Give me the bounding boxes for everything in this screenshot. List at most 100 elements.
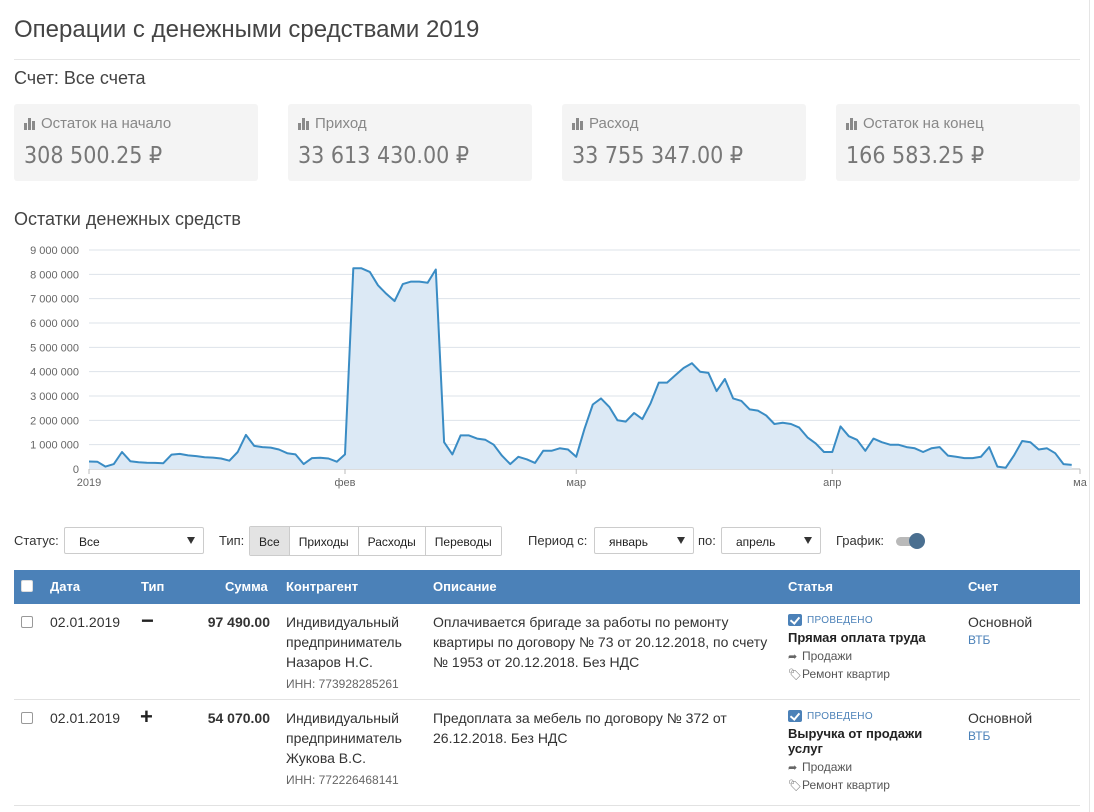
- y-tick-label: 1 000 000: [30, 440, 79, 452]
- card-label: Остаток на начало: [41, 115, 172, 132]
- status-select[interactable]: Все: [64, 527, 204, 554]
- card-label: Расход: [589, 115, 639, 132]
- row-checkbox[interactable]: [21, 712, 33, 724]
- account-label: Счет: Все счета: [14, 68, 146, 88]
- article-name[interactable]: Прямая оплата труда: [788, 630, 926, 645]
- header-contractor[interactable]: Контрагент: [286, 579, 359, 594]
- row-date: 02.01.2019: [50, 614, 121, 630]
- plus-icon: +: [140, 704, 153, 729]
- contractor-inn: ИНН: 772226468141: [286, 773, 399, 787]
- card-label: Приход: [315, 115, 367, 132]
- series-line: [88, 267, 1072, 469]
- period-to-select[interactable]: апрель: [721, 527, 821, 554]
- row-date: 02.01.2019: [50, 710, 121, 726]
- y-tick-label: 9 000 000: [30, 245, 79, 257]
- minus-icon: −: [141, 608, 154, 633]
- row-contractor: Индивидуальный предприниматель Назаров Н…: [286, 612, 426, 694]
- chevron-down-icon: [804, 537, 812, 544]
- row-contractor: Индивидуальный предприниматель Жукова В.…: [286, 708, 426, 790]
- chevron-down-icon: [187, 537, 195, 544]
- y-tick-label: 5 000 000: [30, 342, 79, 354]
- card-value: 33 755 347.00 ₽: [572, 143, 744, 169]
- row-amount: 97 490.00: [207, 614, 270, 630]
- tag: 🏷 Ремонт квартир: [788, 667, 890, 681]
- card-opening-balance: Остаток на начало 308 500.25 ₽: [14, 104, 258, 181]
- contractor-inn: ИНН: 773928285261: [286, 677, 399, 691]
- card-income: Приход 33 613 430.00 ₽: [288, 104, 532, 181]
- period-from-value: январь: [609, 535, 648, 549]
- bar-chart-icon: [572, 117, 585, 130]
- bar-chart-icon: [846, 117, 859, 130]
- contractor-name[interactable]: Индивидуальный предприниматель Жукова В.…: [286, 710, 402, 766]
- table-row[interactable]: 02.01.2019 − 97 490.00 Индивидуальный пр…: [14, 604, 1080, 700]
- row-description: Оплачивается бригаде за работы по ремонт…: [433, 614, 768, 670]
- y-tick-label: 4 000 000: [30, 367, 79, 379]
- divider: [14, 59, 1080, 60]
- direction: ➦ Продажи: [788, 760, 853, 774]
- balance-chart: 0 1 000 000 2 000 000 3 000 000 4 000 000 5 0…: [30, 245, 1088, 489]
- period-to-label: по:: [698, 533, 716, 548]
- card-value: 308 500.25 ₽: [24, 143, 163, 169]
- x-tick-label: апр: [823, 477, 841, 489]
- header-amount[interactable]: Сумма: [225, 579, 268, 594]
- account-name: Основной: [968, 614, 1033, 630]
- page-title: Операции с денежными средствами 2019: [14, 16, 480, 43]
- x-tick-label: мар: [566, 477, 586, 489]
- status-filter-label: Статус:: [14, 533, 59, 548]
- chart-toggle-label: График:: [836, 533, 885, 548]
- card-label: Остаток на конец: [863, 115, 984, 132]
- card-value: 33 613 430.00 ₽: [298, 143, 470, 169]
- select-all-checkbox[interactable]: [21, 580, 33, 592]
- type-filter-label: Тип:: [219, 533, 245, 548]
- status-badge: ПРОВЕДЕНО: [788, 710, 948, 722]
- bank-name: ВТБ: [968, 729, 991, 743]
- row-description: Предоплата за мебель по договору № 372 о…: [433, 710, 727, 746]
- header-description[interactable]: Описание: [433, 579, 497, 594]
- period-from-select[interactable]: январь: [594, 527, 694, 554]
- y-tick-label: 2 000 000: [30, 415, 79, 427]
- chart-title: Остатки денежных средств: [14, 209, 241, 229]
- x-tick-label: ма: [1073, 477, 1088, 489]
- type-segmented-control: Все Приходы Расходы Переводы: [249, 526, 502, 556]
- row-amount: 54 070.00: [207, 710, 270, 726]
- header-type[interactable]: Тип: [141, 579, 165, 594]
- arrow-right-icon: ➦: [788, 650, 798, 663]
- account-name: Основной: [968, 710, 1033, 726]
- bar-chart-icon: [24, 117, 37, 130]
- y-tick-label: 6 000 000: [30, 318, 79, 330]
- period-from-label: Период с:: [528, 533, 588, 548]
- type-option-transfers[interactable]: Переводы: [425, 527, 501, 555]
- tag: 🏷 Ремонт квартир: [788, 778, 890, 792]
- chart-toggle[interactable]: [894, 533, 925, 549]
- header-account[interactable]: Счет: [968, 579, 999, 594]
- filters-bar: Статус: Все Тип: Все Приходы Расходы Пер…: [0, 526, 1094, 556]
- header-article[interactable]: Статья: [788, 579, 833, 594]
- type-option-income[interactable]: Приходы: [289, 527, 359, 555]
- table-row[interactable]: 02.01.2019 + 54 070.00 Индивидуальный пр…: [14, 700, 1080, 806]
- tag-icon: 🏷: [788, 668, 802, 681]
- row-checkbox[interactable]: [21, 616, 33, 628]
- card-closing-balance: Остаток на конец 166 583.25 ₽: [836, 104, 1080, 181]
- x-tick-label: 2019: [77, 477, 101, 489]
- card-expense: Расход 33 755 347.00 ₽: [562, 104, 806, 181]
- row-article: ПРОВЕДЕНО Выручка от продажи услуг ➦ Прод…: [788, 710, 948, 792]
- check-icon: [788, 710, 802, 722]
- arrow-right-icon: ➦: [788, 761, 798, 774]
- row-account: Основной ВТБ: [968, 614, 1032, 647]
- y-tick-label: 8 000 000: [30, 269, 79, 281]
- row-account: Основной ВТБ: [968, 710, 1032, 743]
- article-name[interactable]: Выручка от продажи услуг: [788, 726, 923, 756]
- type-option-all[interactable]: Все: [250, 527, 290, 555]
- tag-icon: 🏷: [788, 779, 802, 792]
- period-to-value: апрель: [736, 535, 776, 549]
- header-date[interactable]: Дата: [50, 579, 81, 594]
- y-tick-label: 0: [73, 464, 79, 476]
- type-option-expense[interactable]: Расходы: [358, 527, 426, 555]
- card-value: 166 583.25 ₽: [846, 143, 985, 169]
- direction: ➦ Продажи: [788, 649, 853, 663]
- bank-name: ВТБ: [968, 633, 991, 647]
- y-tick-label: 3 000 000: [30, 391, 79, 403]
- check-icon: [788, 614, 802, 626]
- contractor-name[interactable]: Индивидуальный предприниматель Назаров Н…: [286, 614, 402, 670]
